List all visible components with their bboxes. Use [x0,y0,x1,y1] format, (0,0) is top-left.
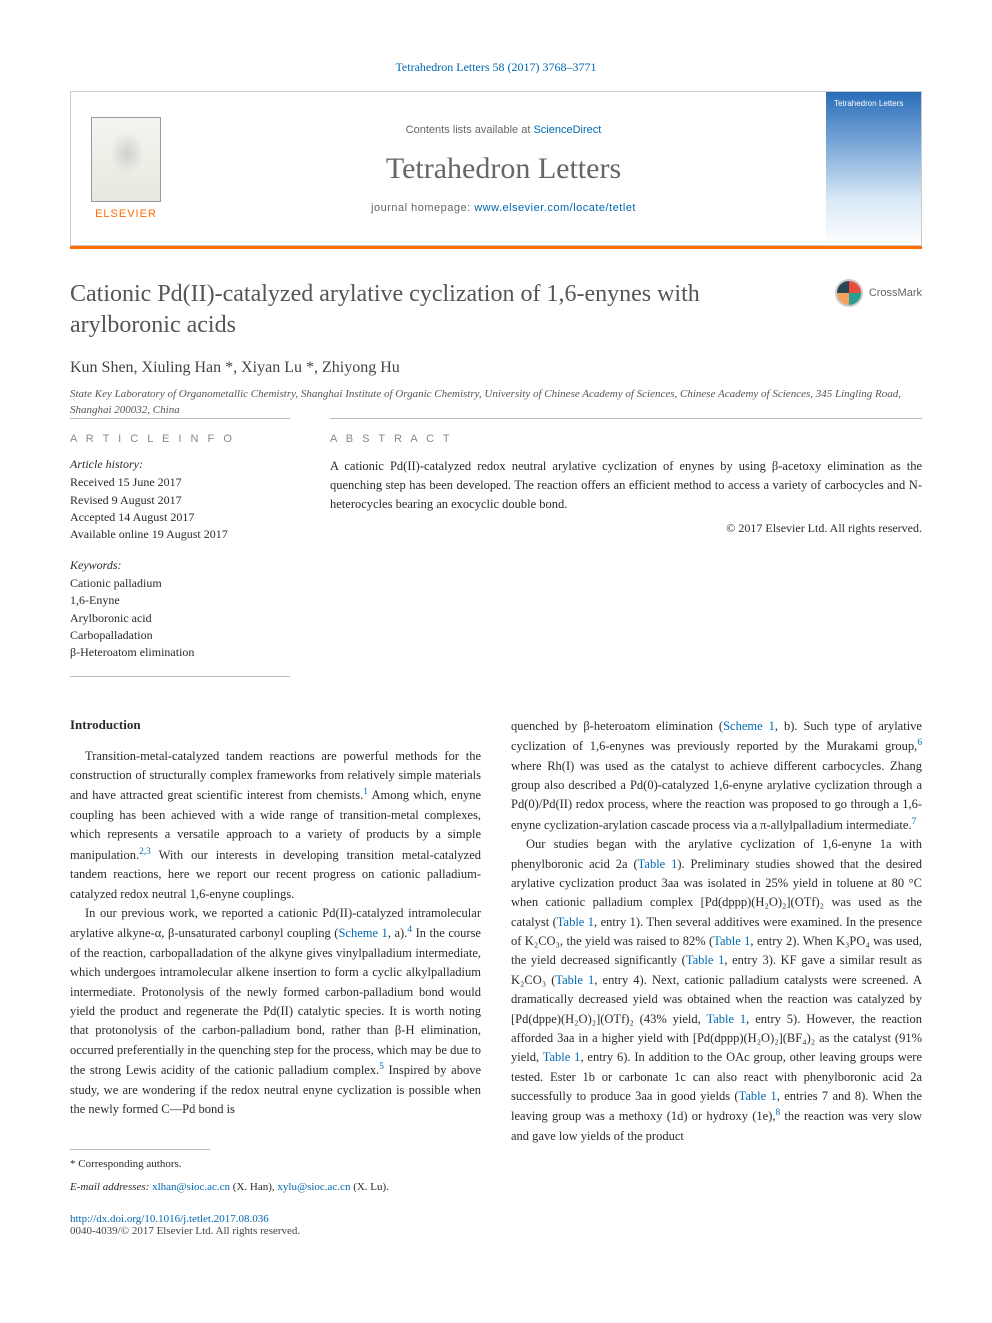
journal-name: Tetrahedron Letters [386,152,621,186]
cover-thumb-title: Tetrahedron Letters [834,100,913,109]
journal-header: ELSEVIER Contents lists available at Sci… [70,91,922,246]
doi-link[interactable]: http://dx.doi.org/10.1016/j.tetlet.2017.… [70,1213,922,1225]
keyword-5: β-Heteroatom elimination [70,644,290,661]
elsevier-label: ELSEVIER [95,208,157,220]
email-1[interactable]: xlhan@sioc.ac.cn [152,1181,230,1193]
contents-prefix: Contents lists available at [406,124,534,136]
homepage-prefix: journal homepage: [371,202,474,214]
journal-homepage-line: journal homepage: www.elsevier.com/locat… [371,202,636,214]
keywords-label: Keywords: [70,558,290,573]
table-1-link-b[interactable]: Table 1 [557,915,594,929]
table-1-link-h[interactable]: Table 1 [739,1089,777,1103]
article-title: Cationic Pd(II)-catalyzed arylative cycl… [70,279,815,341]
contents-available-line: Contents lists available at ScienceDirec… [406,124,602,136]
crossmark-label: CrossMark [869,287,922,299]
abstract-box: A B S T R A C T A cationic Pd(II)-cataly… [330,418,922,677]
article-info-heading: A R T I C L E I N F O [70,433,290,445]
accepted-date: Accepted 14 August 2017 [70,509,290,526]
elsevier-tree-icon [91,117,161,202]
ref-7[interactable]: 7 [912,817,917,827]
crossmark-icon [835,279,863,307]
journal-cover-thumb: Tetrahedron Letters [826,92,921,245]
keyword-3: Arylboronic acid [70,610,290,627]
authors-line: Kun Shen, Xiuling Han *, Xiyan Lu *, Zhi… [70,359,922,377]
intro-para-2: In our previous work, we reported a cati… [70,904,481,1119]
scheme-1-link-b[interactable]: Scheme 1 [723,719,775,733]
orange-divider [70,246,922,249]
intro-para-1: Transition-metal-catalyzed tandem reacti… [70,747,481,904]
table-1-link-a[interactable]: Table 1 [638,857,678,871]
crossmark-badge[interactable]: CrossMark [835,279,922,307]
introduction-heading: Introduction [70,717,481,733]
online-date: Available online 19 August 2017 [70,526,290,543]
body-column-left: Introduction Transition-metal-catalyzed … [70,717,481,1196]
corresponding-authors-note: * Corresponding authors. [70,1156,481,1173]
ref-6[interactable]: 6 [917,738,922,748]
keyword-2: 1,6-Enyne [70,592,290,609]
intro-para-3: Our studies began with the arylative cyc… [511,835,922,1146]
email-2-paren: (X. Lu). [350,1181,389,1193]
elsevier-logo: ELSEVIER [71,92,181,245]
abstract-text: A cationic Pd(II)-catalyzed redox neutra… [330,457,922,513]
table-1-link-f[interactable]: Table 1 [706,1012,746,1026]
article-info-box: A R T I C L E I N F O Article history: R… [70,418,290,677]
table-1-link-d[interactable]: Table 1 [686,953,725,967]
table-1-link-c[interactable]: Table 1 [713,934,750,948]
keyword-1: Cationic palladium [70,575,290,592]
ref-2-3[interactable]: 2,3 [139,847,151,857]
issn-copyright: 0040-4039/© 2017 Elsevier Ltd. All right… [70,1225,922,1237]
email-footnote: E-mail addresses: xlhan@sioc.ac.cn (X. H… [70,1179,481,1196]
top-citation: Tetrahedron Letters 58 (2017) 3768–3771 [70,60,922,75]
homepage-link[interactable]: www.elsevier.com/locate/tetlet [474,202,636,214]
footnote-divider [70,1149,210,1150]
article-history-label: Article history: [70,457,290,472]
email-2[interactable]: xylu@sioc.ac.cn [277,1181,350,1193]
affiliation: State Key Laboratory of Organometallic C… [70,387,922,418]
authors-text: Kun Shen, Xiuling Han *, Xiyan Lu *, Zhi… [70,359,400,376]
revised-date: Revised 9 August 2017 [70,492,290,509]
table-1-link-e[interactable]: Table 1 [555,973,594,987]
intro-para-2-cont: quenched by β-heteroatom elimination (Sc… [511,717,922,836]
sciencedirect-link[interactable]: ScienceDirect [533,124,601,136]
abstract-copyright: © 2017 Elsevier Ltd. All rights reserved… [330,521,922,536]
table-1-link-g[interactable]: Table 1 [543,1050,581,1064]
keyword-4: Carbopalladation [70,627,290,644]
scheme-1-link[interactable]: Scheme 1 [338,927,387,941]
body-column-right: quenched by β-heteroatom elimination (Sc… [511,717,922,1196]
abstract-heading: A B S T R A C T [330,433,922,445]
received-date: Received 15 June 2017 [70,474,290,491]
email-label: E-mail addresses: [70,1181,152,1193]
email-1-paren: (X. Han), [230,1181,277,1193]
